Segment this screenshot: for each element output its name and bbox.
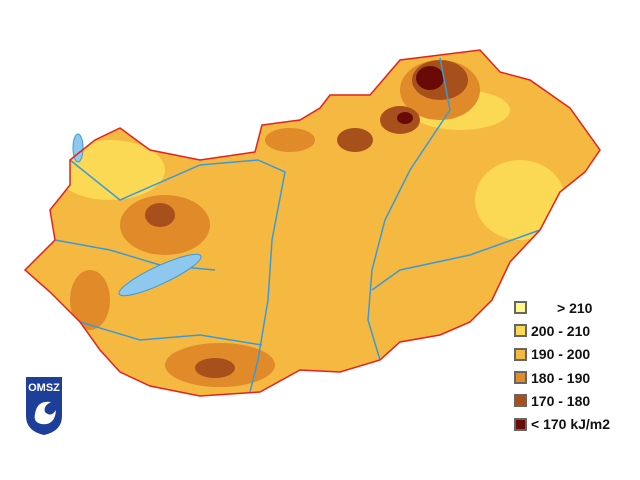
legend-item: 180 - 190 xyxy=(514,366,610,389)
legend-label: < 170 kJ/m2 xyxy=(531,416,611,433)
legend-item: > 210 xyxy=(514,296,610,319)
legend-swatch xyxy=(514,417,527,431)
legend-label: 200 - 210 xyxy=(531,322,591,339)
legend-label: > 210 xyxy=(557,299,593,316)
svg-text:OMSZ: OMSZ xyxy=(28,382,60,394)
legend-swatch xyxy=(514,347,527,361)
legend-item: 170 - 180 xyxy=(514,389,610,412)
rivers xyxy=(54,57,541,393)
legend-item: 190 - 200 xyxy=(514,343,610,366)
legend-label: 180 - 190 xyxy=(531,369,591,386)
lake-ferto xyxy=(72,133,84,163)
legend-swatch xyxy=(514,324,527,338)
legend-label: 170 - 180 xyxy=(531,392,591,409)
legend: > 210 200 - 210 190 - 200 180 - 190 170 - 18… xyxy=(514,296,610,436)
legend-swatch xyxy=(514,301,527,315)
lake-balaton xyxy=(118,253,202,297)
legend-item: < 170 kJ/m2 xyxy=(514,412,610,435)
omsz-logo: OMSZ xyxy=(26,377,62,435)
legend-label: 190 - 200 xyxy=(531,346,591,363)
legend-swatch xyxy=(514,371,527,385)
legend-item: 200 - 210 xyxy=(514,319,610,342)
legend-swatch xyxy=(514,394,527,408)
